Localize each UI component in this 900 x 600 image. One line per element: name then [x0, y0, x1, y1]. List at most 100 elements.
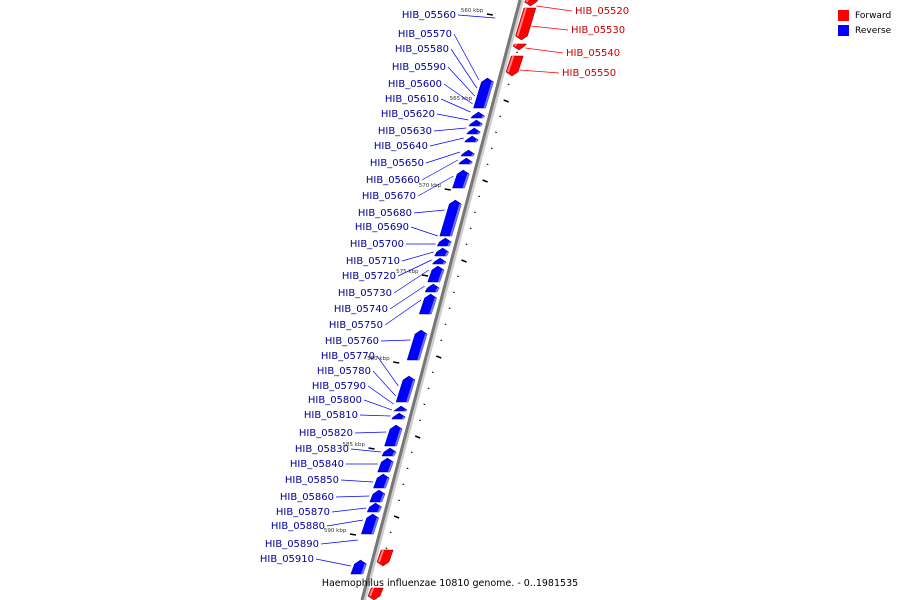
legend-reverse: Reverse [838, 23, 891, 38]
reverse-label-leader [376, 355, 399, 387]
reverse-gene-label: HIB_05830 [295, 444, 349, 455]
reverse-gene-highlight [371, 517, 379, 535]
minor-mark [410, 451, 413, 454]
reverse-gene-label: HIB_05620 [381, 109, 435, 120]
legend-forward: Forward [838, 8, 891, 23]
reverse-label-leader [340, 479, 374, 483]
tick-mark [421, 274, 429, 277]
tick-label: 585 kbp [343, 442, 366, 448]
reverse-label-leader [363, 399, 393, 411]
reverse-gene-highlight [476, 131, 481, 135]
legend-forward-label: Forward [855, 10, 892, 21]
reverse-label-leader [397, 259, 432, 277]
minor-mark [444, 323, 447, 326]
minor-mark [465, 243, 468, 246]
reverse-label-leader [326, 519, 364, 527]
reverse-label-leader [315, 558, 352, 567]
reverse-gene-highlight [483, 81, 494, 109]
reverse-gene-label: HIB_05870 [276, 507, 330, 518]
reverse-gene-label: HIB_05690 [355, 222, 409, 233]
minor-mark [473, 211, 476, 214]
minor-mark [457, 275, 460, 278]
forward-label-leader [519, 69, 560, 74]
gene-features [350, 0, 539, 600]
reverse-label-leader [389, 285, 425, 310]
reverse-gene-label: HIB_05660 [366, 175, 420, 186]
reverse-gene-highlight [469, 161, 473, 165]
reverse-gene-highlight [383, 477, 390, 489]
reverse-label-leader [372, 370, 396, 397]
forward-gene-highlight [507, 55, 515, 73]
reverse-gene-highlight [379, 493, 385, 503]
reverse-gene-highlight [435, 287, 440, 293]
reverse-label-leader [413, 209, 445, 214]
tick-label: 565 kbp [450, 96, 473, 102]
reverse-gene-label: HIB_05910 [260, 554, 314, 565]
reverse-gene-label: HIB_05680 [358, 208, 412, 219]
forward-swatch [838, 10, 849, 21]
reverse-label-leader [450, 48, 478, 89]
reverse-swatch [838, 25, 849, 36]
minor-mark [448, 307, 451, 310]
forward-gene-highlight [514, 43, 518, 47]
forward-gene-highlight [369, 587, 375, 597]
forward-gene-block [505, 55, 524, 77]
minor-mark [499, 115, 502, 118]
reverse-gene-highlight [429, 297, 437, 315]
tick-label: 560 kbp [461, 8, 484, 14]
reverse-gene-label: HIB_05780 [317, 366, 371, 377]
reverse-gene-highlight [474, 139, 478, 143]
tick-mark [368, 447, 375, 450]
forward-label-leader [531, 25, 569, 31]
reverse-gene-block [406, 329, 428, 361]
minor-mark [419, 419, 422, 422]
reverse-label-leader [410, 226, 438, 237]
minor-mark [516, 51, 518, 54]
reverse-gene-highlight [481, 115, 485, 119]
minor-mark [406, 467, 409, 470]
reverse-gene-label: HIB_05610 [385, 94, 439, 105]
minor-mark [431, 371, 434, 374]
reverse-gene-highlight [406, 379, 415, 403]
reverse-gene-highlight [449, 203, 462, 237]
forward-label-leader [525, 47, 564, 54]
reverse-gene-label: HIB_05820 [299, 428, 353, 439]
reverse-label-leader [421, 159, 459, 181]
reverse-label-leader [354, 431, 387, 434]
minor-mark [482, 179, 488, 183]
reverse-label-leader [380, 339, 411, 342]
reverse-gene-highlight [387, 461, 394, 473]
reverse-label-leader [417, 175, 454, 197]
reverse-gene-label: HIB_05640 [374, 141, 428, 152]
reverse-gene-label: HIB_05800 [308, 395, 362, 406]
reverse-label-leader [335, 495, 370, 498]
minor-mark [503, 99, 509, 103]
minor-mark [402, 483, 405, 486]
reverse-label-leader [457, 14, 496, 19]
reverse-gene-block [473, 77, 494, 109]
reverse-gene-label: HIB_05590 [392, 62, 446, 73]
reverse-gene-highlight [401, 416, 406, 420]
reverse-gene-label: HIB_05580 [395, 44, 449, 55]
reverse-label-leader [359, 414, 391, 417]
genome-caption: Haemophilus influenzae 10810 genome. - 0… [321, 578, 579, 589]
tick-mark [444, 188, 451, 191]
reverse-gene-label: HIB_05790 [312, 381, 366, 392]
reverse-label-leader [433, 127, 467, 132]
strand-legend: Forward Reverse [838, 8, 891, 38]
reverse-gene-label: HIB_05840 [290, 459, 344, 470]
reverse-gene-label: HIB_05740 [334, 304, 388, 315]
reverse-gene-label: HIB_05710 [346, 256, 400, 267]
reverse-gene-highlight [462, 173, 470, 189]
reverse-gene-label: HIB_05650 [370, 158, 424, 169]
minor-mark [486, 163, 489, 166]
reverse-gene-label: HIB_05730 [338, 288, 392, 299]
minor-mark [398, 499, 401, 502]
reverse-gene-highlight [360, 563, 367, 575]
forward-gene-highlight [516, 7, 527, 37]
reverse-label-leader [320, 539, 358, 545]
tick-mark [486, 13, 493, 16]
gene-labels: HIB_05520 HIB_05530 HIB_05540 HIB_05550 HIB_… [260, 5, 629, 567]
reverse-gene-highlight [471, 153, 475, 157]
forward-gene-highlight [525, 0, 529, 3]
